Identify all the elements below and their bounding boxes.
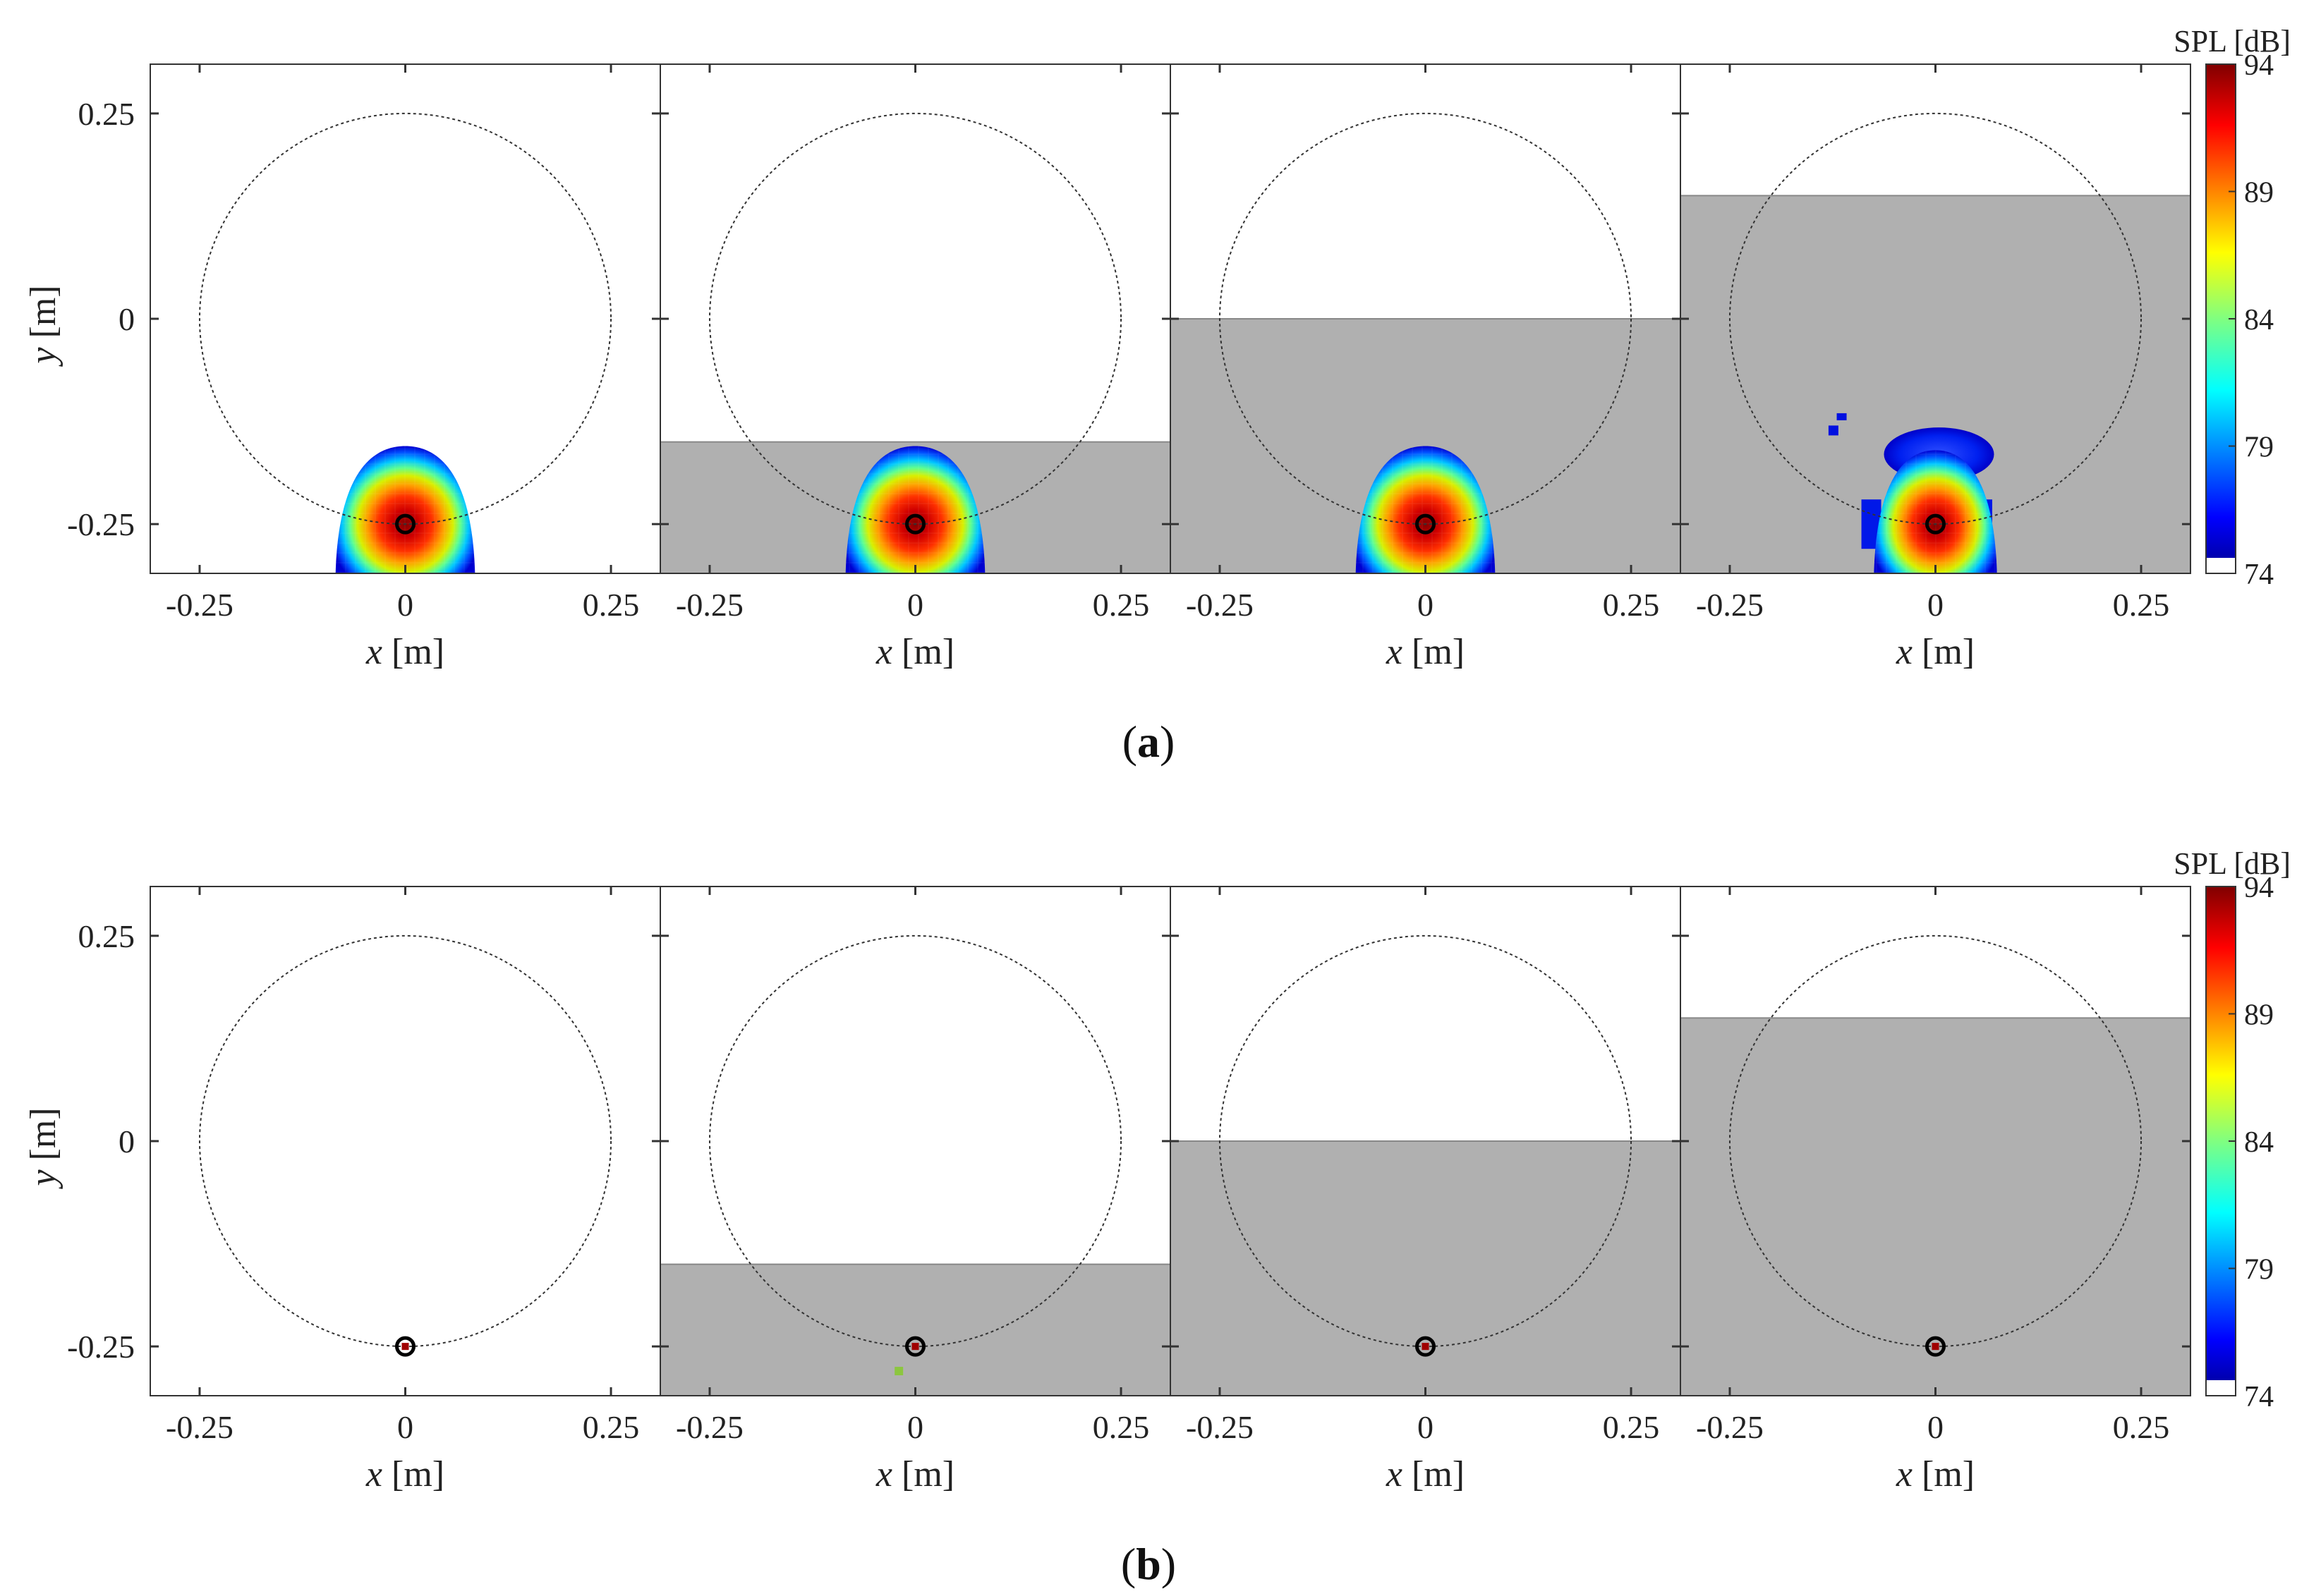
colorbar-floor <box>2206 558 2236 573</box>
source-core <box>1422 1343 1429 1351</box>
x-tick-label: -0.25 <box>1186 1409 1254 1445</box>
y-tick-label: -0.25 <box>67 506 135 542</box>
panel-4: -0.25 0 0.25 x [m] <box>1680 886 2191 1494</box>
x-tick-label: 0 <box>907 1409 923 1445</box>
colorbar-tick-label: 79 <box>2244 432 2274 464</box>
spl-field-grid <box>845 446 986 573</box>
reference-circle <box>708 112 1122 525</box>
x-tick-label: 0 <box>1417 587 1434 623</box>
colorbar-tick-label: 89 <box>2244 999 2274 1032</box>
source-core <box>1932 1343 1939 1351</box>
reference-circle <box>1728 112 2143 525</box>
y-tick-label: 0.25 <box>78 918 135 954</box>
y-axis-title: y [m] <box>23 1107 63 1189</box>
x-tick-label: 0 <box>397 1409 413 1445</box>
source-marker <box>905 1336 926 1357</box>
x-axis-title: x [m] <box>365 632 444 672</box>
colorbar-tick-label: 94 <box>2244 872 2274 904</box>
panel-background <box>150 887 660 1396</box>
y-tick-label: 0 <box>119 1123 135 1159</box>
x-axis-title: x [m] <box>365 1454 444 1494</box>
x-tick-label: 0.25 <box>1603 1409 1660 1445</box>
x-tick-label: 0 <box>397 587 413 623</box>
x-tick-label: 0.25 <box>1093 587 1150 623</box>
x-tick-label: -0.25 <box>1186 587 1254 623</box>
x-tick-label: 0.25 <box>2113 1409 2170 1445</box>
colorbar-tick-label: 74 <box>2244 1381 2274 1413</box>
x-tick-label: 0.25 <box>1093 1409 1150 1445</box>
reference-circle <box>198 112 612 525</box>
x-tick-label: -0.25 <box>676 587 744 623</box>
x-tick-label: -0.25 <box>1696 1409 1764 1445</box>
x-tick-label: 0.25 <box>2113 587 2170 623</box>
caption: (b) <box>1121 1539 1176 1589</box>
chart-row-b: -0.25 0 0.25 x [m] -0.25 0 0.25 x [m] -0.25 0 0.25… <box>23 846 2291 1589</box>
x-tick-label: -0.25 <box>166 1409 234 1445</box>
x-tick-label: -0.25 <box>166 587 234 623</box>
y-axis-title: y [m] <box>23 285 63 367</box>
spl-speck <box>1836 413 1847 420</box>
colorbar-tick-label: 94 <box>2244 49 2274 82</box>
stray-point <box>895 1367 904 1376</box>
source-marker <box>1925 513 1946 535</box>
colorbar-floor <box>2206 1380 2236 1396</box>
panel-2: -0.25 0 0.25 x [m] <box>660 886 1171 1494</box>
y-tick-label: -0.25 <box>67 1329 135 1365</box>
x-tick-label: 0.25 <box>1603 587 1660 623</box>
x-tick-label: -0.25 <box>676 1409 744 1445</box>
panel-2: -0.25 0 0.25 x [m] <box>660 63 1171 672</box>
y-tick-label: 0 <box>119 301 135 337</box>
panel-4: -0.25 0 0.25 x [m] <box>1680 63 2191 672</box>
x-tick-label: 0 <box>1927 587 1944 623</box>
source-core <box>911 1343 919 1351</box>
x-tick-label: 0 <box>1927 1409 1944 1445</box>
spl-field-grid <box>1874 450 1997 573</box>
source-core <box>401 1343 409 1351</box>
obstacle-region <box>1680 1018 2190 1396</box>
panel-1: -0.25 0 0.25 x [m] <box>150 886 661 1494</box>
panel-3: -0.25 0 0.25 x [m] <box>1170 63 1681 672</box>
spl-field-grid <box>335 446 475 573</box>
source-marker <box>395 1336 416 1357</box>
colorbar-tick-label: 84 <box>2244 1126 2274 1159</box>
x-axis-title: x [m] <box>1386 632 1465 672</box>
colorbar-tick-label: 84 <box>2244 304 2274 336</box>
colorbar-tick-label: 79 <box>2244 1254 2274 1286</box>
x-tick-label: 0 <box>1417 1409 1434 1445</box>
panel-3: -0.25 0 0.25 x [m] <box>1170 886 1681 1494</box>
x-axis-title: x [m] <box>1896 632 1975 672</box>
source-marker <box>1925 1336 1946 1357</box>
colorbar-tick-label: 89 <box>2244 177 2274 209</box>
x-axis-title: x [m] <box>875 1454 954 1494</box>
spl-field-grid <box>1355 446 1496 573</box>
source-marker <box>395 513 416 535</box>
chart-row-a: -0.25 0 0.25 x [m] -0.25 0 0.25 x [m] -0.25 0 0.25… <box>23 24 2291 767</box>
colorbar: SPL [dB]94 89 84 79 74 <box>2174 24 2291 591</box>
reference-circle <box>1218 112 1632 525</box>
x-axis-title: x [m] <box>1386 1454 1465 1494</box>
colorbar-title: SPL [dB] <box>2174 24 2291 59</box>
source-marker <box>905 513 926 535</box>
x-axis-title: x [m] <box>875 632 954 672</box>
obstacle-region <box>660 1264 1170 1396</box>
colorbar-tick-label: 74 <box>2244 559 2274 591</box>
x-axis-title: x [m] <box>1896 1454 1975 1494</box>
caption: (a) <box>1122 717 1175 767</box>
obstacle-region <box>1170 1141 1680 1396</box>
source-marker <box>1415 513 1436 535</box>
spl-speck <box>1828 425 1838 436</box>
x-tick-label: -0.25 <box>1696 587 1764 623</box>
colorbar: SPL [dB]94 89 84 79 74 <box>2174 846 2291 1413</box>
x-tick-label: 0.25 <box>583 587 640 623</box>
source-marker <box>1415 1336 1436 1357</box>
colorbar-title: SPL [dB] <box>2174 846 2291 881</box>
x-tick-label: 0.25 <box>583 1409 640 1445</box>
y-tick-label: 0.25 <box>78 96 135 132</box>
x-tick-label: 0 <box>907 587 923 623</box>
panel-1: -0.25 0 0.25 x [m] <box>150 63 661 672</box>
